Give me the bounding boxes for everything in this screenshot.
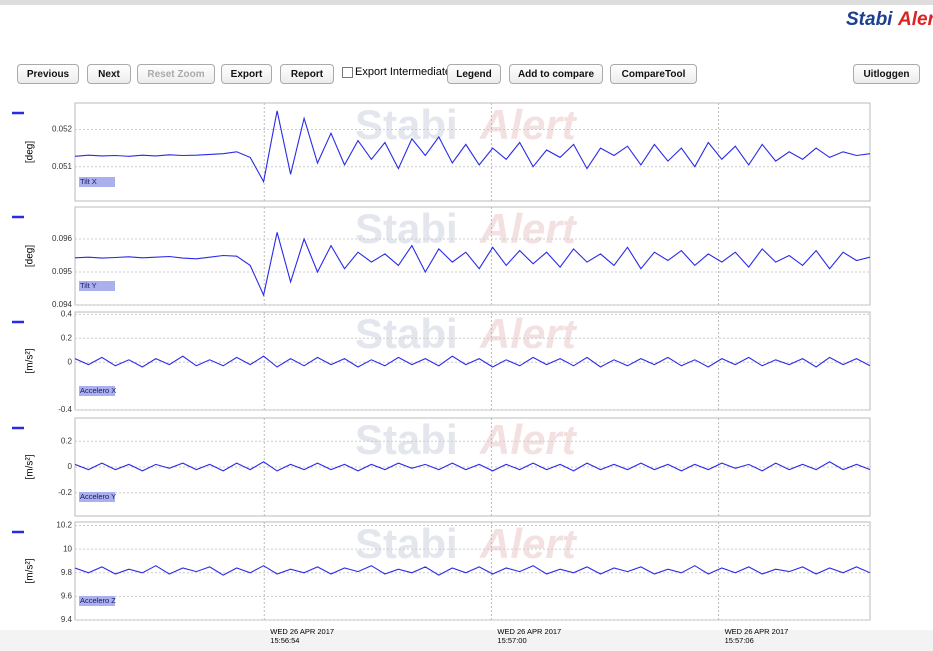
- panel: [74, 521, 871, 621]
- logo-alert: Alert: [897, 9, 933, 30]
- series-label: Tilt X: [80, 177, 97, 186]
- y-tick-label: 0.2: [61, 333, 73, 342]
- logo-stabi: Stabi: [846, 9, 893, 30]
- panel: [74, 206, 871, 306]
- button[interactable]: Report: [280, 64, 334, 84]
- y-tick-label: 10.2: [56, 521, 72, 530]
- y-tick-label: -0.4: [58, 405, 72, 414]
- y-tick-label: 0: [68, 357, 73, 366]
- button[interactable]: Next: [87, 64, 131, 84]
- y-axis-label: [deg]: [25, 141, 36, 163]
- watermark: Alert: [479, 205, 578, 252]
- legend-box: [79, 386, 115, 396]
- button[interactable]: Previous: [17, 64, 79, 84]
- checkbox-label: Export Intermediate: [355, 66, 451, 78]
- top-bar: [0, 0, 933, 5]
- series-label: Accelero X: [80, 386, 116, 395]
- series-label: Tilt Y: [80, 281, 97, 290]
- checkbox[interactable]: Export Intermediate: [342, 66, 451, 78]
- panel: [74, 102, 871, 202]
- series-line: [75, 232, 870, 297]
- watermark: Alert: [479, 416, 578, 463]
- y-tick-label: 9.6: [61, 591, 73, 600]
- y-tick-label: 0.096: [52, 234, 73, 243]
- checkbox-box[interactable]: [342, 66, 353, 78]
- y-tick-label: 9.4: [61, 615, 73, 624]
- logout-button[interactable]: Uitloggen: [853, 64, 920, 84]
- x-tick-time: 15:56:54: [270, 636, 299, 645]
- button[interactable]: CompareTool: [610, 64, 697, 84]
- y-axis-label: [m/s²]: [25, 348, 36, 373]
- watermark: Stabi: [355, 416, 458, 463]
- watermark: Alert: [479, 101, 578, 148]
- y-tick-label: 0.094: [52, 300, 73, 309]
- watermark: Stabi: [355, 520, 458, 567]
- watermark: Stabi: [355, 101, 458, 148]
- series-label: Accelero Z: [80, 596, 116, 605]
- watermark: Stabi: [355, 310, 458, 357]
- series-label: Accelero Y: [80, 492, 116, 501]
- x-tick-date: WED 26 APR 2017: [497, 627, 561, 636]
- x-tick-time: 15:57:00: [497, 636, 526, 645]
- series-line: [75, 461, 870, 472]
- y-tick-label: 0.051: [52, 162, 73, 171]
- button[interactable]: Legend: [447, 64, 501, 84]
- y-tick-label: 0.2: [61, 436, 73, 445]
- y-tick-label: 0.095: [52, 267, 73, 276]
- legend-box: [79, 596, 115, 606]
- x-tick-date: WED 26 APR 2017: [725, 627, 789, 636]
- series-line: [75, 110, 870, 184]
- button[interactable]: Export: [221, 64, 272, 84]
- button: Reset Zoom: [137, 64, 215, 84]
- y-tick-label: 10: [63, 544, 72, 553]
- y-tick-label: 0: [68, 462, 73, 471]
- y-axis-label: [m/s²]: [25, 454, 36, 479]
- x-tick-date: WED 26 APR 2017: [270, 627, 334, 636]
- series-line: [75, 355, 870, 368]
- x-tick-time: 15:57:06: [725, 636, 754, 645]
- y-tick-label: 0.4: [61, 309, 73, 318]
- watermark: Alert: [479, 520, 578, 567]
- y-axis-label: [m/s²]: [25, 558, 36, 583]
- y-tick-label: 0.052: [52, 125, 73, 134]
- watermark: Alert: [479, 310, 578, 357]
- legend-box: [79, 281, 115, 291]
- y-axis-label: [deg]: [25, 245, 36, 267]
- y-tick-label: 9.8: [61, 568, 73, 577]
- footer: [0, 630, 933, 651]
- watermark: Stabi: [355, 205, 458, 252]
- button[interactable]: Add to compare: [509, 64, 603, 84]
- legend-box: [79, 177, 115, 187]
- series-line: [75, 565, 870, 576]
- y-tick-label: -0.2: [58, 488, 72, 497]
- legend-box: [79, 492, 115, 502]
